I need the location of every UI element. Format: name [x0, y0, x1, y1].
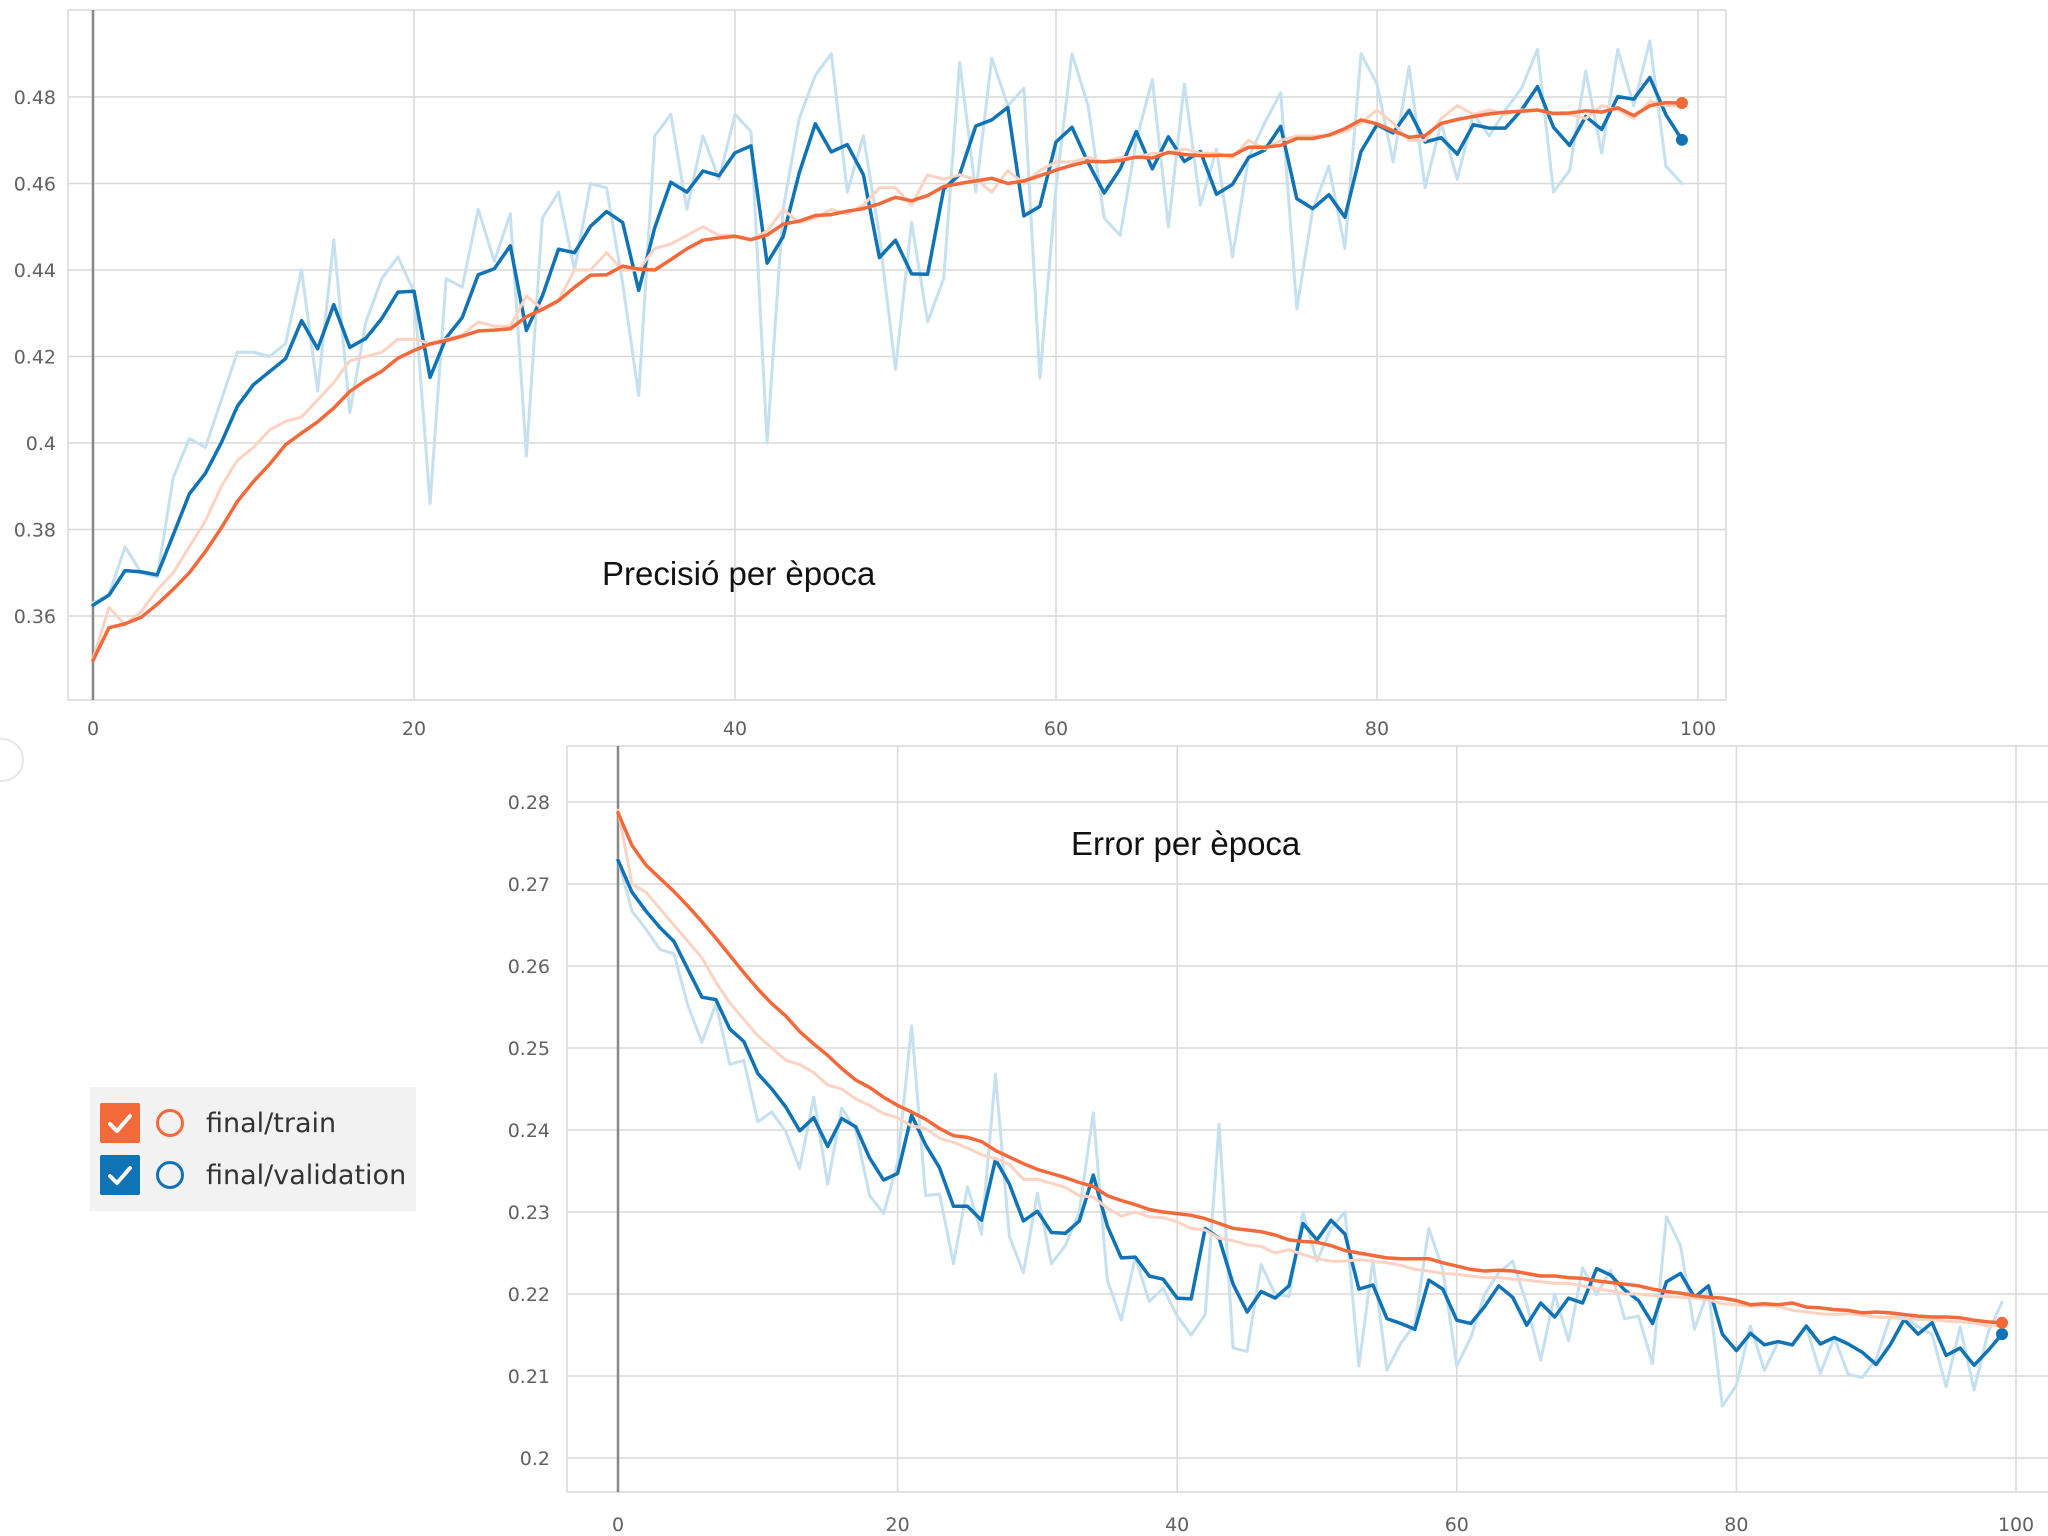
x-tick-label: 40 — [723, 718, 747, 740]
y-tick-label: 0.21 — [508, 1366, 550, 1388]
x-tick-label: 60 — [1044, 718, 1068, 740]
y-tick-label: 0.28 — [508, 792, 550, 814]
x-tick-label: 80 — [1724, 1514, 1748, 1536]
validation-raw-line — [91, 39, 1684, 605]
y-tick-label: 0.4 — [26, 433, 56, 455]
y-tick-label: 0.42 — [14, 347, 56, 369]
train-smoothed-end-point — [1675, 97, 1688, 110]
y-tick-label: 0.24 — [508, 1120, 550, 1142]
train-smoothed-line — [91, 100, 1684, 663]
train-checkbox[interactable] — [100, 1103, 140, 1143]
y-tick-label: 0.38 — [14, 520, 56, 542]
y-tick-label: 0.36 — [14, 606, 56, 628]
y-tick-label: 0.25 — [508, 1038, 550, 1060]
legend: final/train final/validation — [90, 1087, 416, 1211]
legend-item-validation[interactable]: final/validation — [100, 1153, 406, 1197]
train-raw-line — [91, 99, 1684, 661]
train-smoothed-line — [616, 810, 2004, 1325]
x-tick-label: 60 — [1445, 1514, 1469, 1536]
validation-smoothed-end-point — [1675, 133, 1688, 146]
y-tick-label: 0.26 — [508, 956, 550, 978]
validation-smoothed-end-point — [1996, 1328, 2009, 1341]
y-tick-label: 0.23 — [508, 1202, 550, 1224]
x-tick-label: 40 — [1165, 1514, 1189, 1536]
check-icon — [108, 1166, 132, 1185]
y-tick-label: 0.22 — [508, 1284, 550, 1306]
legend-label-validation: final/validation — [206, 1159, 407, 1191]
x-tick-label: 20 — [886, 1514, 910, 1536]
y-tick-label: 0.48 — [14, 87, 56, 109]
x-tick-label: 80 — [1365, 718, 1389, 740]
validation-raw-line — [616, 857, 2004, 1408]
train-smoothed-end-point — [1996, 1316, 2009, 1329]
legend-label-train: final/train — [206, 1107, 337, 1139]
validation-smoothed-line — [91, 75, 1684, 607]
check-icon — [108, 1114, 132, 1133]
x-tick-label: 20 — [402, 718, 426, 740]
validation-smoothed-line — [616, 858, 2004, 1368]
x-tick-label: 100 — [1998, 1514, 2034, 1536]
x-tick-label: 100 — [1680, 718, 1716, 740]
y-tick-label: 0.27 — [508, 874, 550, 896]
train-raw-line — [616, 808, 2004, 1328]
chart-title: Precisió per època — [602, 555, 876, 592]
validation-checkbox[interactable] — [100, 1155, 140, 1195]
validation-series-circle-icon — [156, 1161, 184, 1189]
x-tick-label: 0 — [87, 718, 99, 740]
y-tick-label: 0.44 — [14, 260, 56, 282]
chart-title: Error per època — [1071, 825, 1301, 862]
loss-chart: 0 20 40 60 80 100 0.2 0.21 0.22 0.23 0.24 0.25 0.26 0… — [508, 745, 2048, 1536]
train-series-circle-icon — [156, 1109, 184, 1137]
x-tick-label: 0 — [612, 1514, 624, 1536]
legend-item-train[interactable]: final/train — [100, 1101, 336, 1145]
y-tick-label: 0.46 — [14, 174, 56, 196]
y-tick-label: 0.2 — [520, 1448, 550, 1470]
accuracy-chart: 0 20 40 60 80 100 0.36 0.38 0.4 0.42 0.44 0.46 0.48 P… — [14, 9, 1727, 740]
